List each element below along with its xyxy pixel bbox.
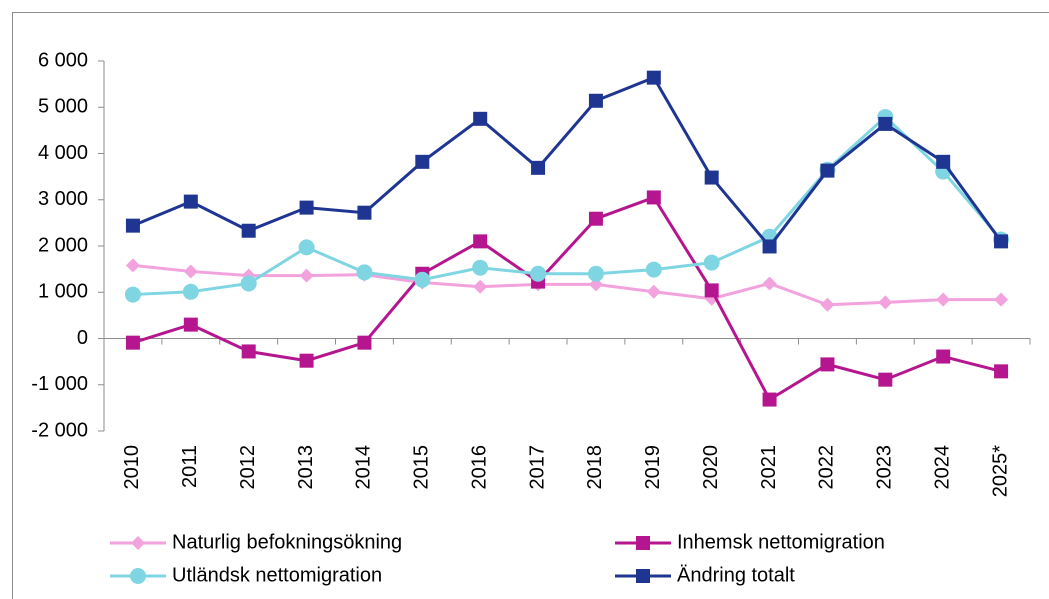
series-line (132, 195, 1002, 402)
data-point (762, 239, 777, 254)
data-point (357, 205, 372, 220)
legend-marker (636, 536, 650, 550)
data-point (530, 265, 547, 282)
data-point (645, 261, 662, 278)
y-tick-label: 3 000 (38, 188, 88, 210)
data-point (472, 259, 489, 276)
x-tick-label: 2013 (295, 445, 317, 490)
data-point (878, 116, 893, 131)
data-point (820, 163, 835, 178)
legend-label: Inhemsk nettomigration (677, 531, 885, 553)
x-tick-label: 2024 (931, 445, 953, 490)
y-tick-label: 1 000 (38, 281, 88, 303)
legend-label: Naturlig befokningsökning (172, 531, 402, 553)
data-point (704, 283, 719, 298)
data-point (762, 392, 777, 407)
data-point (878, 372, 893, 387)
data-point (125, 258, 140, 273)
data-point (646, 70, 661, 85)
data-point (646, 190, 661, 205)
data-point (588, 211, 603, 226)
x-tick-label: 2016 (468, 445, 490, 490)
series-line (132, 75, 1003, 249)
data-point (531, 160, 546, 175)
data-point (298, 239, 315, 256)
data-point (936, 154, 951, 169)
series-line (132, 114, 1003, 297)
data-point (183, 317, 198, 332)
legend-label: Ändring totalt (677, 564, 795, 586)
data-point (125, 218, 140, 233)
data-point (241, 223, 256, 238)
legend-marker (636, 569, 650, 583)
x-tick-label: 2017 (526, 445, 548, 490)
data-point (588, 93, 603, 108)
data-point (299, 200, 314, 215)
x-tick-label: 2023 (874, 445, 896, 490)
y-tick-label: -2 000 (31, 419, 88, 441)
data-point (299, 353, 314, 368)
legend-marker (131, 536, 145, 550)
x-tick-label: 2022 (816, 445, 838, 490)
legend-marker (130, 568, 146, 584)
chart-frame (12, 12, 1049, 599)
legend-label: Utländsk nettomigration (172, 564, 382, 586)
data-point (994, 234, 1009, 249)
data-point (704, 170, 719, 185)
data-point (936, 349, 951, 364)
data-point (240, 275, 257, 292)
data-point (182, 283, 199, 300)
x-tick-label: 2010 (121, 445, 143, 490)
data-point (183, 194, 198, 209)
data-point (762, 276, 777, 291)
data-point (414, 271, 431, 288)
data-point (357, 335, 372, 350)
data-point (587, 265, 604, 282)
y-tick-label: 6 000 (38, 49, 88, 71)
x-tick-label: 2025* (989, 445, 1011, 497)
series-line (132, 263, 1002, 307)
y-tick-label: 4 000 (38, 142, 88, 164)
data-point (994, 292, 1009, 307)
data-point (125, 335, 140, 350)
data-point (183, 264, 198, 279)
x-tick-label: 2014 (353, 445, 375, 490)
data-point (646, 284, 661, 299)
data-point (473, 279, 488, 294)
x-tick-label: 2012 (237, 445, 259, 490)
y-tick-label: 2 000 (38, 234, 88, 256)
x-tick-label: 2020 (700, 445, 722, 490)
data-point (299, 268, 314, 283)
data-point (994, 364, 1009, 379)
data-point (820, 357, 835, 372)
x-tick-label: 2018 (584, 445, 606, 490)
data-point (703, 254, 720, 271)
y-tick-label: -1 000 (31, 373, 88, 395)
data-point (878, 295, 893, 310)
x-tick-label: 2019 (642, 445, 664, 490)
x-tick-label: 2011 (179, 445, 201, 488)
data-point (473, 111, 488, 126)
data-point (936, 292, 951, 307)
data-point (820, 297, 835, 312)
x-tick-label: 2021 (758, 445, 780, 490)
x-tick-label: 2015 (411, 445, 433, 490)
y-tick-label: 0 (77, 327, 88, 349)
data-point (415, 154, 430, 169)
data-point (241, 344, 256, 359)
y-tick-label: 5 000 (38, 96, 88, 118)
data-point (473, 234, 488, 249)
data-point (356, 264, 373, 281)
data-point (124, 286, 141, 303)
